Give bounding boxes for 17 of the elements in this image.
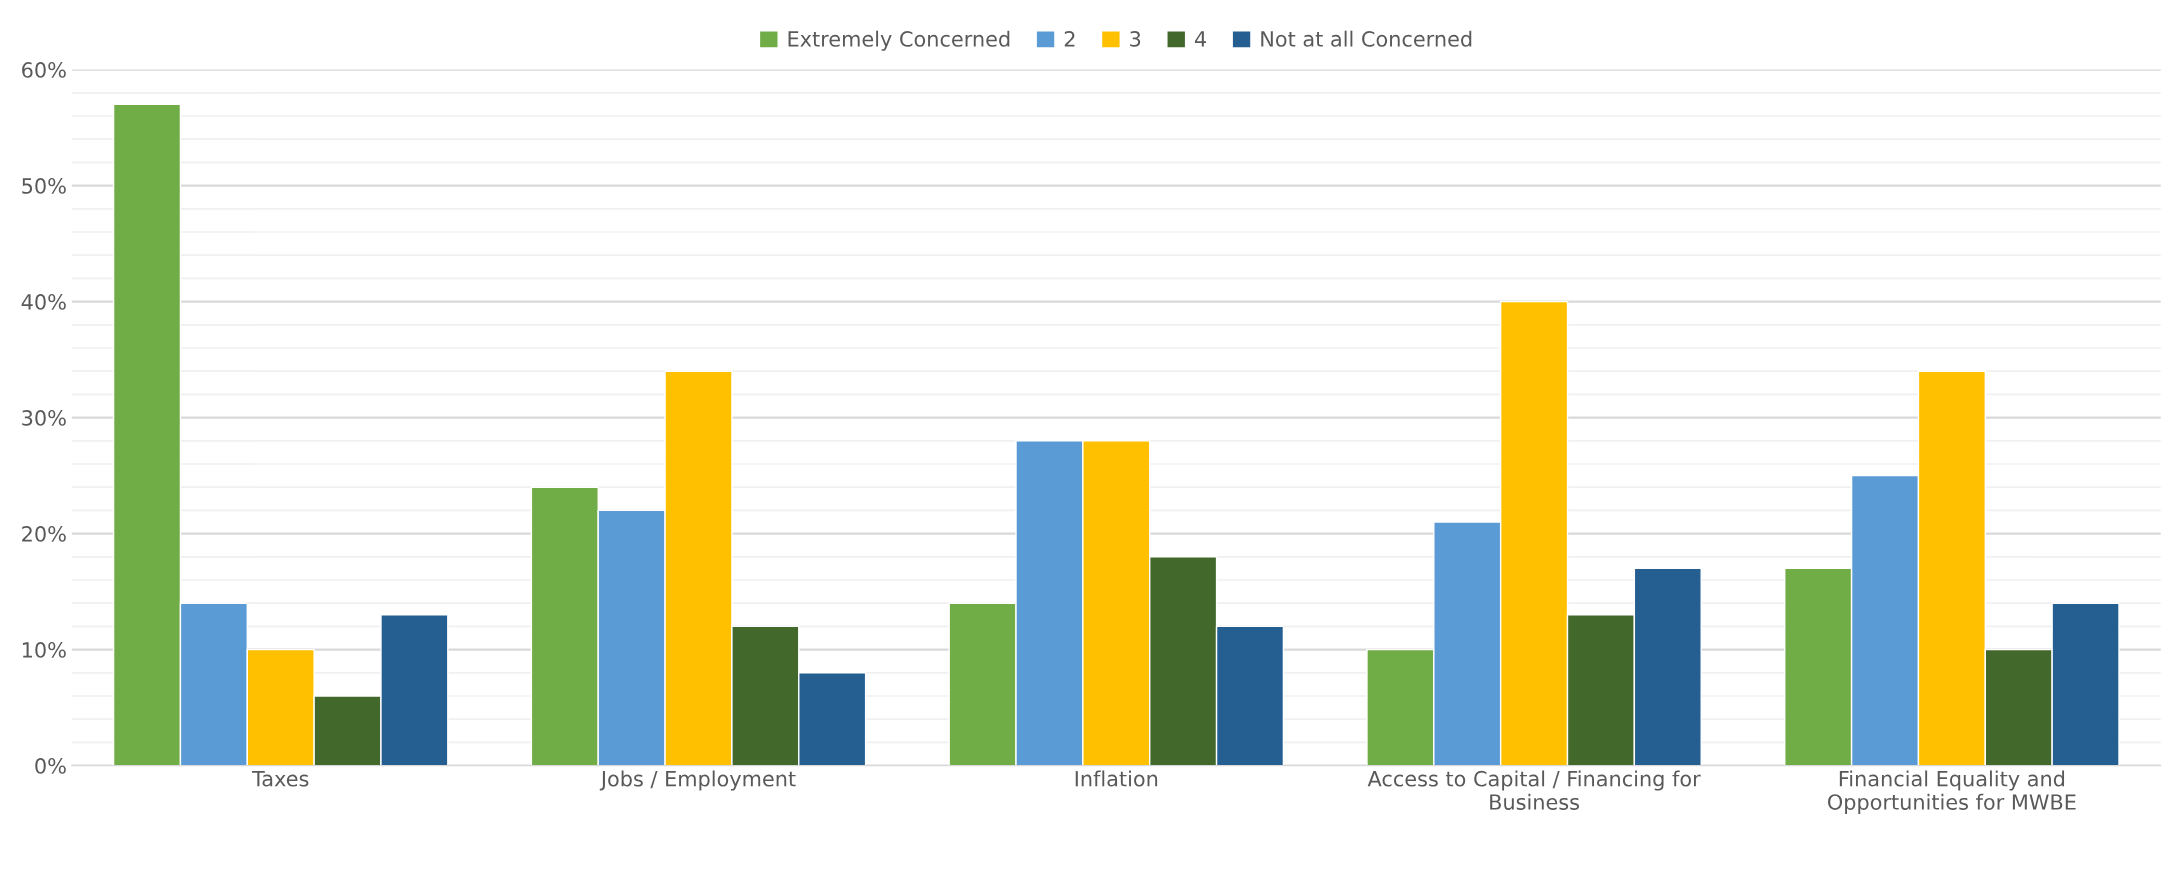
legend-label: Not at all Concerned bbox=[1261, 30, 1472, 47]
x-tick-label: Inflation bbox=[1075, 770, 1158, 787]
x-tick-label: Access to Capital / Financing for Business bbox=[1367, 770, 1701, 810]
legend-label: Extremely Concerned bbox=[788, 30, 1010, 51]
legend-label: 2 bbox=[1064, 31, 1075, 47]
x-tick-label: Taxes bbox=[251, 771, 309, 787]
legend-label: 4 bbox=[1194, 31, 1207, 47]
y-tick-label: 40% bbox=[21, 294, 66, 310]
y-tick-label: 50% bbox=[22, 178, 66, 194]
x-tick-label: Financial Equality and Opportunities for MWBE bbox=[1828, 770, 2076, 814]
y-tick-label: 60% bbox=[22, 62, 66, 78]
y-tick-label: 0% bbox=[35, 758, 66, 774]
y-tick-label: 10% bbox=[22, 642, 66, 658]
x-tick-label: Jobs / Employment bbox=[599, 770, 796, 791]
y-tick-label: 20% bbox=[22, 526, 66, 542]
y-tick-label: 30% bbox=[22, 410, 66, 426]
legend-label: 3 bbox=[1130, 31, 1141, 47]
